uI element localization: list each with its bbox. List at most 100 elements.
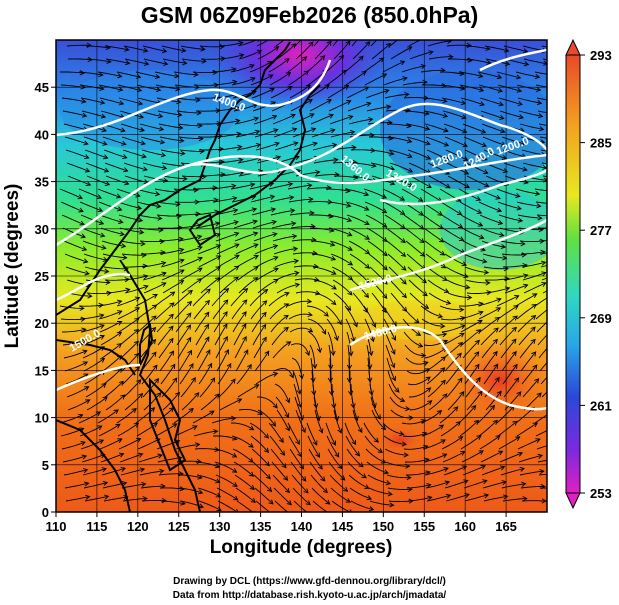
streamline-arrowhead [97,207,104,213]
streamline-arrowhead [122,254,128,261]
streamline [86,175,110,186]
streamline-arrowhead [291,221,297,227]
streamline-arrowhead [175,201,181,207]
streamline-arrowhead [116,331,123,337]
streamline [143,392,162,411]
streamline [504,284,528,294]
streamline [540,149,547,152]
streamline-arrowhead [248,471,255,477]
streamline [212,197,237,203]
streamline-arrowhead [234,243,240,249]
streamline-arrowhead [399,60,406,66]
streamline-arrowhead [557,214,561,218]
streamline [482,481,507,489]
streamline-arrowhead [330,255,337,261]
streamline-arrowhead [195,97,201,103]
streamline-arrowhead [293,258,300,264]
streamline-arrowhead [140,140,146,146]
streamline [254,245,278,255]
streamline [137,315,157,333]
streamline-arrowhead [343,27,347,32]
streamline [156,313,174,333]
streamline [463,253,487,263]
streamline-arrowhead [498,101,504,107]
streamline [405,240,425,257]
streamline [269,72,291,86]
streamline [368,253,388,271]
streamline-arrowhead [197,245,203,251]
streamline-arrowhead [131,407,137,413]
streamline-arrowhead [224,349,229,355]
streamline [364,318,374,342]
streamline-arrowhead [141,153,147,159]
streamline-arrowhead [523,283,529,289]
streamline-arrowhead [121,140,127,146]
x-tick-label: 135 [250,519,272,534]
streamline [483,495,508,502]
streamline-arrowhead [278,437,284,444]
streamline-arrowhead [269,194,276,200]
streamline [347,227,370,240]
streamline-arrowhead [238,40,244,46]
streamline-arrowhead [492,350,498,357]
streamline [200,393,220,411]
streamline [441,214,463,228]
streamline-arrowhead [204,323,210,330]
streamline-arrowhead [560,487,564,491]
streamline-arrowhead [101,127,107,133]
streamline [252,221,277,229]
streamline-arrowhead [438,237,445,243]
streamline-arrowhead [307,311,313,317]
streamline-arrowhead [118,452,125,458]
streamline-arrowhead [181,47,187,53]
streamline-arrowhead [404,91,410,98]
streamline [384,331,396,355]
streamline-arrowhead [515,74,522,80]
streamline [483,364,499,385]
streamline-arrowhead [232,79,238,85]
streamline-arrowhead [539,468,545,475]
streamline [445,149,468,161]
streamline [84,495,109,502]
streamline-arrowhead [512,363,518,370]
streamline [365,448,386,464]
streamline-arrowhead [500,141,507,147]
streamline [311,129,335,138]
streamline-arrowhead [522,48,529,54]
streamline [389,162,413,173]
streamline [255,500,271,512]
streamline-arrowhead [305,500,311,506]
streamline [141,251,165,255]
streamline-arrowhead [541,282,547,287]
streamline-arrowhead [193,71,199,78]
streamline [406,484,431,489]
streamline-arrowhead [273,279,279,284]
streamline-arrowhead [517,100,523,107]
streamline-arrowhead [77,413,84,419]
streamline-arrowhead [466,42,472,49]
streamline [518,326,536,346]
streamline-arrowhead [523,179,529,185]
streamline-arrowhead [294,282,301,288]
streamline-arrowhead [291,127,298,133]
streamline-arrowhead [243,349,249,355]
streamline [231,435,254,448]
streamline [97,300,122,307]
streamline [120,240,145,245]
streamline [344,422,357,445]
streamline [175,97,200,101]
streamline [294,278,319,281]
streamline-arrowhead [169,350,175,356]
streamline-arrowhead [231,183,237,189]
streamline [139,240,165,243]
streamline-arrowhead [501,155,508,160]
streamline [346,448,364,468]
streamline [268,292,290,307]
temperature-field [56,40,547,512]
streamline-arrowhead [383,469,389,475]
credit-drawing: Drawing by DCL (https://www.gfd-dennou.o… [173,576,446,587]
streamline-arrowhead [363,307,368,313]
streamline [537,459,547,463]
streamline [331,266,353,281]
streamline-arrowhead [161,497,167,504]
